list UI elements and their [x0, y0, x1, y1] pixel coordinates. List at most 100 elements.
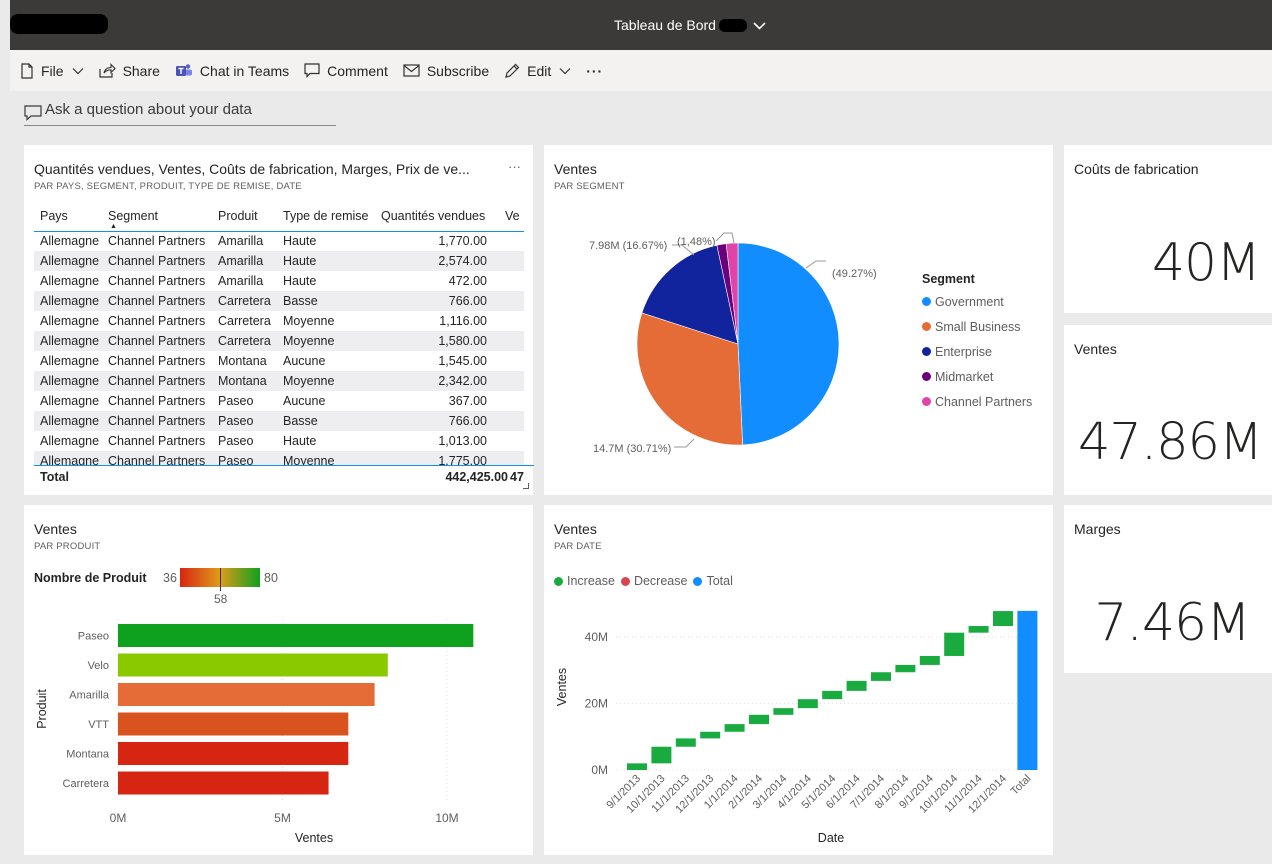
table-row[interactable]: Allemagne Channel Partners Carretera Basse 7…	[34, 291, 524, 311]
column-header-segment[interactable]: Segment ▲	[108, 208, 159, 230]
comment-button[interactable]: Comment	[304, 63, 388, 79]
waterfall-bar[interactable]	[968, 626, 989, 633]
kpi-couts-tile[interactable]: Coûts de fabrication 40M	[1064, 145, 1272, 313]
bar-velo[interactable]	[118, 653, 388, 677]
more-options-icon[interactable]: ···	[508, 159, 521, 174]
table-cell: 367.00	[448, 394, 487, 408]
pie-slice-small-business[interactable]	[636, 312, 743, 446]
legend-item-increase[interactable]: Increase	[554, 573, 615, 589]
waterfall-bar[interactable]	[700, 731, 721, 739]
waterfall-bar[interactable]	[919, 655, 940, 665]
kpi-ventes-tile[interactable]: Ventes 47.86M	[1064, 325, 1272, 495]
table-cell: Paseo	[218, 454, 254, 466]
waterfall-bar[interactable]	[651, 746, 672, 764]
bar-montana[interactable]	[118, 742, 349, 765]
pie-slice-government[interactable]	[737, 242, 840, 446]
qna-input[interactable]: Ask a question about your data	[24, 101, 336, 126]
table-viewport[interactable]: Pays Segment ▲ Produit Type de remise Qua…	[34, 201, 524, 466]
table-row[interactable]: Allemagne Channel Partners Paseo Haute 1,013…	[34, 431, 524, 451]
table-cell: Channel Partners	[108, 294, 206, 308]
legend-item-small-business[interactable]: Small Business	[922, 314, 1032, 339]
teams-icon	[175, 63, 192, 76]
table-row[interactable]: Allemagne Channel Partners Paseo Aucune 367.…	[34, 391, 524, 411]
table-cell: Moyenne	[283, 374, 335, 388]
table-cell: Paseo	[218, 394, 254, 408]
waterfall-bar[interactable]	[871, 672, 891, 681]
column-header-quantites-vendues[interactable]: Quantités vendues	[381, 208, 486, 223]
table-tile[interactable]: Quantités vendues, Ventes, Coûts de fabr…	[24, 145, 534, 495]
waterfall-bar[interactable]	[895, 664, 916, 673]
legend-item-total[interactable]: Total	[693, 573, 733, 589]
pie-slice-channel-partners[interactable]	[725, 242, 739, 345]
y-tick-label: 20M	[585, 697, 608, 711]
column-header-type-de-remise[interactable]: Type de remise	[283, 208, 369, 223]
table-cell: Amarilla	[218, 234, 264, 249]
waterfall-bar[interactable]	[749, 714, 769, 725]
pie-tile[interactable]: Ventes PAR SEGMENT (49.27%) 14.7M (30.71…	[544, 145, 1053, 495]
chat-in-teams-button[interactable]: Chat in Teams	[175, 63, 289, 79]
legend-dot-icon	[693, 576, 703, 586]
bar-chart[interactable]: 0M 5M 10M Paseo Velo Amarilla VTT Montana Carre…	[24, 505, 533, 855]
table-cell: Channel Partners	[108, 254, 206, 268]
waterfall-bar[interactable]	[724, 724, 745, 732]
table-cell: Allemagne	[40, 454, 100, 466]
waterfall-bar[interactable]	[797, 699, 818, 709]
table-row[interactable]: Allemagne Channel Partners Carretera Moyenn…	[34, 331, 524, 351]
column-header-ventes[interactable]: Ve	[505, 208, 520, 223]
waterfall-bar[interactable]	[675, 738, 696, 747]
column-header-pays[interactable]: Pays	[40, 208, 68, 223]
legend-item-midmarket[interactable]: Midmarket	[922, 364, 1032, 389]
waterfall-bar-total[interactable]	[1017, 610, 1038, 770]
table-row[interactable]: Allemagne Channel Partners Carretera Moyenn…	[34, 311, 524, 331]
table-row[interactable]: Allemagne Channel Partners Paseo Basse 766.0…	[34, 411, 524, 431]
table-cell: Allemagne	[40, 354, 100, 368]
waterfall-bar[interactable]	[822, 690, 843, 700]
waterfall-tile[interactable]: Ventes PAR DATE Increase Decrease Total …	[544, 505, 1053, 855]
table-cell	[493, 331, 524, 351]
pie-chart[interactable]: (49.27%) 14.7M (30.71%) 7.98M (16.67%) (…	[544, 145, 1053, 495]
file-menu[interactable]: File	[20, 63, 84, 79]
table-cell: Channel Partners	[108, 434, 206, 448]
redacted-title-suffix	[718, 18, 747, 32]
waterfall-bar[interactable]	[993, 611, 1013, 627]
share-icon	[98, 63, 116, 78]
legend-item-decrease[interactable]: Decrease	[620, 573, 687, 589]
table-row[interactable]: Allemagne Channel Partners Montana Aucune 1,…	[34, 351, 524, 371]
table-row[interactable]: Allemagne Channel Partners Amarilla Haute 2,…	[34, 251, 524, 271]
waterfall-bar[interactable]	[627, 763, 647, 770]
kpi-value: 40M	[1151, 233, 1261, 293]
table-cell: Haute	[283, 434, 317, 448]
label-leader-line	[715, 232, 735, 244]
gradient-legend-min: 36	[163, 571, 177, 585]
edit-menu[interactable]: Edit	[504, 63, 571, 79]
subscribe-button[interactable]: Subscribe	[403, 63, 489, 79]
waterfall-bar[interactable]	[846, 680, 867, 691]
table-row[interactable]: Allemagne Channel Partners Montana Moyenne 2…	[34, 371, 524, 391]
table-row[interactable]: Allemagne Channel Partners Amarilla Haute 1,…	[34, 231, 524, 251]
kpi-marges-tile[interactable]: Marges 7.46M	[1064, 505, 1272, 673]
label-leader-line	[805, 260, 826, 269]
bar-carretera[interactable]	[118, 771, 329, 795]
report-title-dropdown[interactable]: Tableau de Bord	[614, 17, 766, 33]
column-header-produit[interactable]: Produit	[218, 208, 258, 223]
table-row[interactable]: Allemagne Channel Partners Paseo Moyenne 1,7…	[34, 451, 524, 466]
legend-item-enterprise[interactable]: Enterprise	[922, 339, 1032, 364]
legend-item-channel-partners[interactable]: Channel Partners	[922, 389, 1032, 414]
waterfall-bar[interactable]	[773, 708, 794, 715]
bar-tile[interactable]: Ventes PAR PRODUIT Nombre de Produit 36 …	[24, 505, 533, 855]
more-options-button[interactable]: ···	[586, 63, 603, 79]
total-ventes: 47	[510, 470, 524, 484]
bar-vtt[interactable]	[118, 712, 349, 736]
table-cell: Carretera	[218, 314, 271, 328]
share-button[interactable]: Share	[98, 63, 160, 79]
table-cell: Moyenne	[283, 454, 335, 466]
table-row[interactable]: Allemagne Channel Partners Amarilla Haute 47…	[34, 271, 524, 291]
legend-item-government[interactable]: Government	[922, 289, 1032, 314]
resize-handle-icon[interactable]	[523, 483, 529, 489]
bar-paseo[interactable]	[118, 624, 474, 647]
bar-amarilla[interactable]	[118, 683, 375, 706]
more-options-icon: ···	[586, 62, 604, 79]
pie-slice-enterprise[interactable]	[641, 244, 739, 345]
waterfall-bar[interactable]	[944, 632, 965, 656]
